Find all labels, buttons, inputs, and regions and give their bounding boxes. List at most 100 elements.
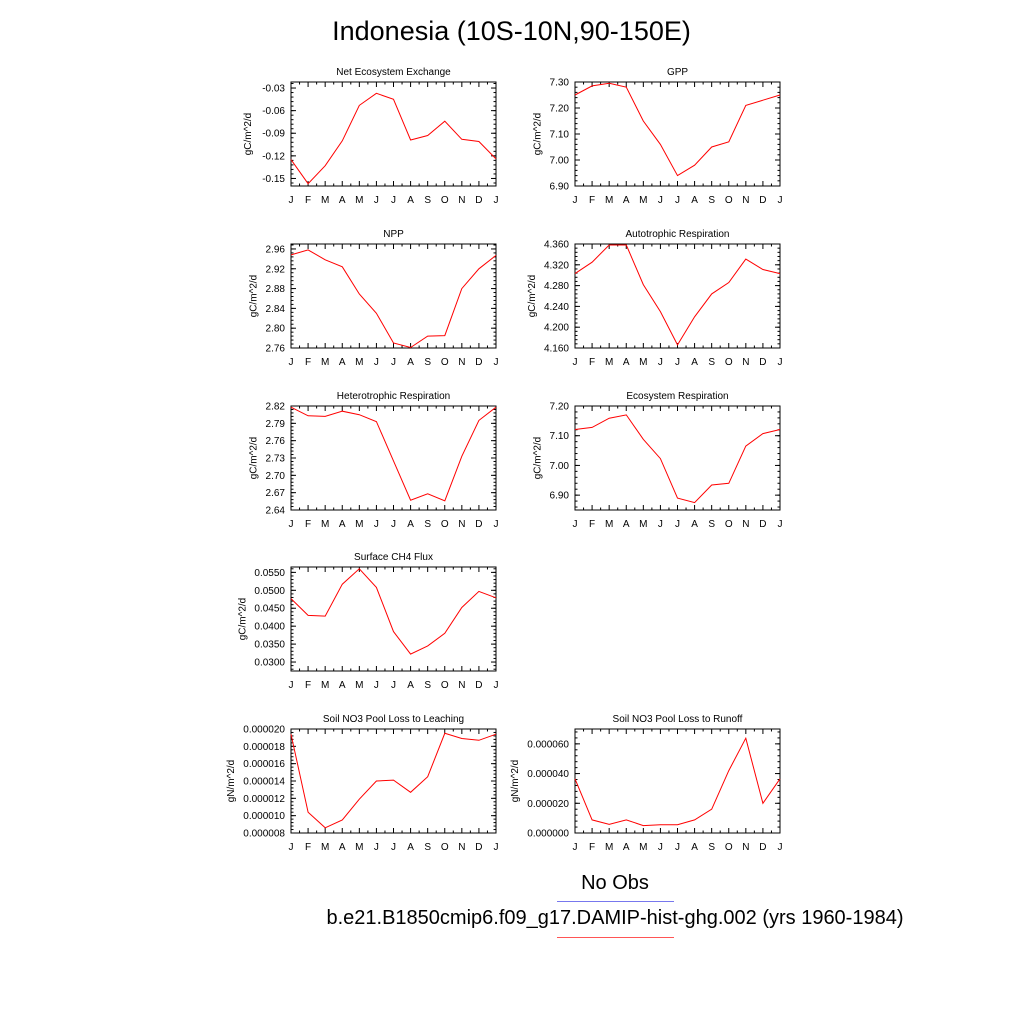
x-tick-label: F xyxy=(305,357,311,368)
x-tick-label: J xyxy=(675,357,680,368)
x-tick-label: M xyxy=(355,842,363,853)
x-tick-label: M xyxy=(639,195,647,206)
x-tick-label: S xyxy=(424,357,431,368)
x-tick-label: J xyxy=(391,519,396,530)
x-tick-label: A xyxy=(623,357,630,368)
x-tick-label: A xyxy=(407,842,414,853)
y-tick-label: 0.0550 xyxy=(254,568,285,579)
x-tick-label: D xyxy=(759,195,766,206)
x-tick-label: O xyxy=(725,842,733,853)
x-tick-label: O xyxy=(441,357,449,368)
x-tick-label: J xyxy=(289,842,294,853)
y-tick-label: 0.0300 xyxy=(254,658,285,669)
panel-title: Surface CH4 Flux xyxy=(354,552,433,563)
x-tick-label: J xyxy=(391,357,396,368)
y-tick-label: 0.000014 xyxy=(243,777,285,788)
panel-title: Ecosystem Respiration xyxy=(626,391,728,402)
x-tick-label: A xyxy=(339,842,346,853)
y-tick-label: 4.320 xyxy=(544,260,569,271)
x-tick-label: A xyxy=(407,519,414,530)
y-tick-label: 0.0450 xyxy=(254,604,285,615)
x-tick-label: J xyxy=(675,842,680,853)
x-tick-label: M xyxy=(605,357,613,368)
y-axis-label: gC/m^2/d xyxy=(237,598,248,641)
y-tick-label: 7.10 xyxy=(550,130,570,141)
series-line xyxy=(290,406,497,502)
x-tick-label: J xyxy=(778,357,783,368)
plot-frame xyxy=(290,566,497,672)
y-tick-label: -0.03 xyxy=(262,84,285,95)
x-tick-label: A xyxy=(623,842,630,853)
y-axis-label: gC/m^2/d xyxy=(533,113,544,156)
x-tick-label: J xyxy=(494,195,499,206)
series-line xyxy=(290,568,497,655)
x-tick-label: O xyxy=(441,842,449,853)
plot-frame xyxy=(290,728,497,834)
x-tick-label: M xyxy=(355,519,363,530)
x-tick-label: M xyxy=(639,519,647,530)
x-tick-label: F xyxy=(305,842,311,853)
x-tick-label: J xyxy=(494,842,499,853)
x-tick-label: A xyxy=(691,357,698,368)
y-tick-label: 2.67 xyxy=(266,488,286,499)
x-tick-label: M xyxy=(639,357,647,368)
x-tick-label: O xyxy=(441,519,449,530)
y-tick-label: 0.0400 xyxy=(254,622,285,633)
y-tick-label: 7.20 xyxy=(550,402,570,413)
x-tick-label: A xyxy=(691,842,698,853)
x-tick-label: A xyxy=(407,357,414,368)
x-tick-label: A xyxy=(623,195,630,206)
x-tick-label: J xyxy=(374,195,379,206)
x-tick-label: J xyxy=(573,195,578,206)
series-line xyxy=(290,732,497,829)
x-tick-label: D xyxy=(759,357,766,368)
panel-title: NPP xyxy=(383,229,404,240)
x-tick-label: F xyxy=(305,680,311,691)
x-tick-label: S xyxy=(708,842,715,853)
x-tick-label: S xyxy=(708,519,715,530)
x-tick-label: M xyxy=(321,195,329,206)
x-tick-label: J xyxy=(289,519,294,530)
y-tick-label: 0.000040 xyxy=(527,769,569,780)
x-tick-label: A xyxy=(407,680,414,691)
y-tick-label: 2.80 xyxy=(266,324,286,335)
x-tick-label: O xyxy=(441,680,449,691)
y-tick-label: 4.240 xyxy=(544,302,569,313)
y-tick-label: 4.200 xyxy=(544,323,569,334)
x-tick-label: A xyxy=(339,195,346,206)
panel-title: Autotrophic Respiration xyxy=(626,229,730,240)
x-tick-label: N xyxy=(458,195,465,206)
y-tick-label: -0.06 xyxy=(262,106,285,117)
x-tick-label: J xyxy=(658,842,663,853)
y-axis-label: gN/m^2/d xyxy=(510,760,521,803)
x-tick-label: M xyxy=(321,519,329,530)
plot-frame xyxy=(574,81,781,187)
x-tick-label: N xyxy=(742,842,749,853)
x-tick-label: N xyxy=(458,519,465,530)
series-line xyxy=(574,244,781,346)
y-axis-label: gC/m^2/d xyxy=(527,275,538,318)
y-axis-label: gN/m^2/d xyxy=(226,760,237,803)
x-tick-label: J xyxy=(391,842,396,853)
y-tick-label: 2.64 xyxy=(266,506,286,517)
x-tick-label: J xyxy=(289,195,294,206)
legend-case-line xyxy=(557,937,674,938)
x-tick-label: A xyxy=(339,680,346,691)
x-tick-label: O xyxy=(441,195,449,206)
x-tick-label: M xyxy=(605,842,613,853)
x-tick-label: D xyxy=(759,842,766,853)
x-tick-label: O xyxy=(725,519,733,530)
y-tick-label: 6.90 xyxy=(550,182,570,193)
y-tick-label: 0.000012 xyxy=(243,794,285,805)
x-tick-label: J xyxy=(289,680,294,691)
x-tick-label: J xyxy=(494,680,499,691)
y-tick-label: 0.000008 xyxy=(243,829,285,840)
x-tick-label: J xyxy=(374,842,379,853)
x-tick-label: O xyxy=(725,195,733,206)
x-tick-label: N xyxy=(458,357,465,368)
series-line xyxy=(574,736,781,827)
